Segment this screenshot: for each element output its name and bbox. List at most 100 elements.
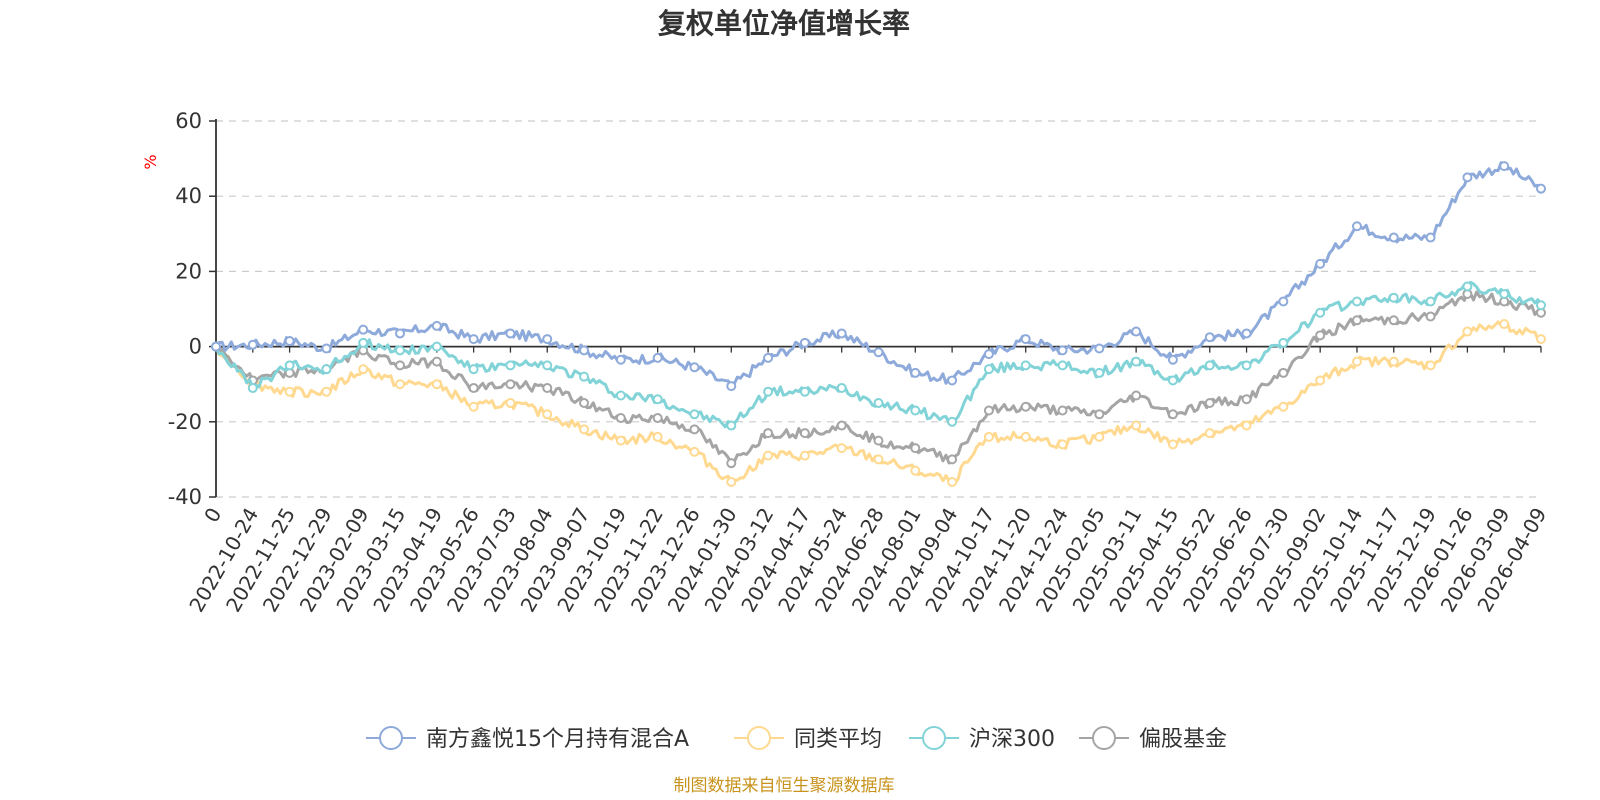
data-point — [1388, 315, 1399, 326]
data-point — [947, 375, 958, 386]
y-tick-label: 60 — [175, 109, 202, 133]
data-point — [615, 390, 626, 401]
data-point — [1278, 296, 1289, 307]
data-point — [284, 386, 295, 397]
data-point — [1167, 409, 1178, 420]
series-1 — [211, 319, 1546, 487]
data-point — [1351, 296, 1362, 307]
data-point — [910, 367, 921, 378]
data-point — [1094, 409, 1105, 420]
data-point — [431, 320, 442, 331]
data-point — [1388, 292, 1399, 303]
data-point — [1020, 431, 1031, 442]
data-point — [1057, 360, 1068, 371]
data-point — [431, 356, 442, 367]
chart-title: 复权单位净值增长率 — [658, 7, 910, 40]
data-point — [468, 401, 479, 412]
data-point — [468, 382, 479, 393]
data-point — [1167, 439, 1178, 450]
data-point — [505, 398, 516, 408]
data-point — [1425, 296, 1436, 307]
data-point — [1131, 326, 1142, 337]
data-point — [983, 431, 994, 442]
data-point — [1167, 354, 1178, 365]
data-point — [542, 360, 553, 371]
data-point — [1020, 401, 1031, 412]
data-point — [1094, 431, 1105, 442]
data-point — [431, 379, 442, 390]
legend-marker — [1092, 726, 1116, 750]
legend-marker — [922, 726, 946, 750]
data-point — [1057, 439, 1068, 450]
data-point — [579, 398, 590, 408]
data-point — [1204, 360, 1215, 371]
data-point — [763, 450, 774, 461]
data-point — [542, 382, 553, 393]
y-tick-label: -20 — [168, 410, 202, 434]
data-point — [1499, 288, 1510, 299]
data-point — [211, 341, 221, 352]
data-point — [873, 398, 884, 408]
data-point — [579, 371, 590, 382]
data-point — [1204, 398, 1215, 408]
legend-item[interactable]: 同类平均 — [734, 726, 882, 752]
data-point — [836, 443, 847, 454]
data-point — [1462, 281, 1473, 292]
legend-item[interactable]: 偏股基金 — [1079, 726, 1227, 752]
data-point — [579, 424, 590, 435]
data-point — [873, 454, 884, 465]
data-point — [1204, 332, 1215, 343]
data-point — [1278, 337, 1289, 348]
data-point — [726, 381, 737, 392]
data-point — [726, 420, 737, 431]
data-point — [395, 379, 406, 390]
data-point — [542, 409, 553, 420]
y-tick-label: -40 — [168, 485, 202, 509]
data-point — [247, 382, 258, 393]
data-point — [799, 450, 810, 461]
data-point — [689, 424, 700, 435]
legend[interactable]: 南方鑫悦15个月持有混合A 同类平均 沪深300 偏股基金 — [366, 726, 1227, 752]
data-point — [1204, 428, 1215, 439]
data-point — [247, 339, 258, 350]
data-point — [1094, 343, 1105, 354]
series-0 — [211, 161, 1546, 392]
data-point — [1351, 356, 1362, 367]
legend-item[interactable]: 沪深300 — [909, 726, 1055, 752]
legend-item[interactable]: 南方鑫悦15个月持有混合A — [366, 726, 689, 752]
data-point — [689, 409, 700, 420]
data-point — [1315, 307, 1326, 318]
x-tick-label: 0 — [199, 504, 226, 527]
data-point — [1388, 232, 1399, 243]
data-point — [1315, 330, 1326, 341]
data-point — [873, 435, 884, 446]
data-point — [1020, 360, 1031, 371]
data-point — [1536, 334, 1546, 345]
data-point — [763, 428, 774, 439]
data-point — [1425, 360, 1436, 371]
data-point — [799, 386, 810, 397]
data-point — [763, 352, 774, 363]
data-point — [910, 405, 921, 416]
data-point — [1167, 375, 1178, 386]
data-point — [1499, 319, 1510, 330]
data-point — [615, 435, 626, 446]
data-point — [836, 420, 847, 431]
data-point — [358, 337, 369, 348]
data-point — [836, 328, 847, 339]
data-point — [395, 345, 406, 356]
data-point — [505, 328, 516, 339]
data-point — [1131, 420, 1142, 431]
series-2 — [211, 280, 1546, 431]
data-point — [1351, 315, 1362, 326]
data-point — [468, 334, 479, 345]
data-point — [284, 335, 295, 346]
data-point — [615, 354, 626, 365]
data-point — [1241, 328, 1252, 339]
y-tick-label: 20 — [175, 259, 202, 283]
data-point — [983, 349, 994, 360]
data-point — [1131, 356, 1142, 367]
data-point — [468, 364, 479, 375]
data-point — [652, 352, 663, 363]
